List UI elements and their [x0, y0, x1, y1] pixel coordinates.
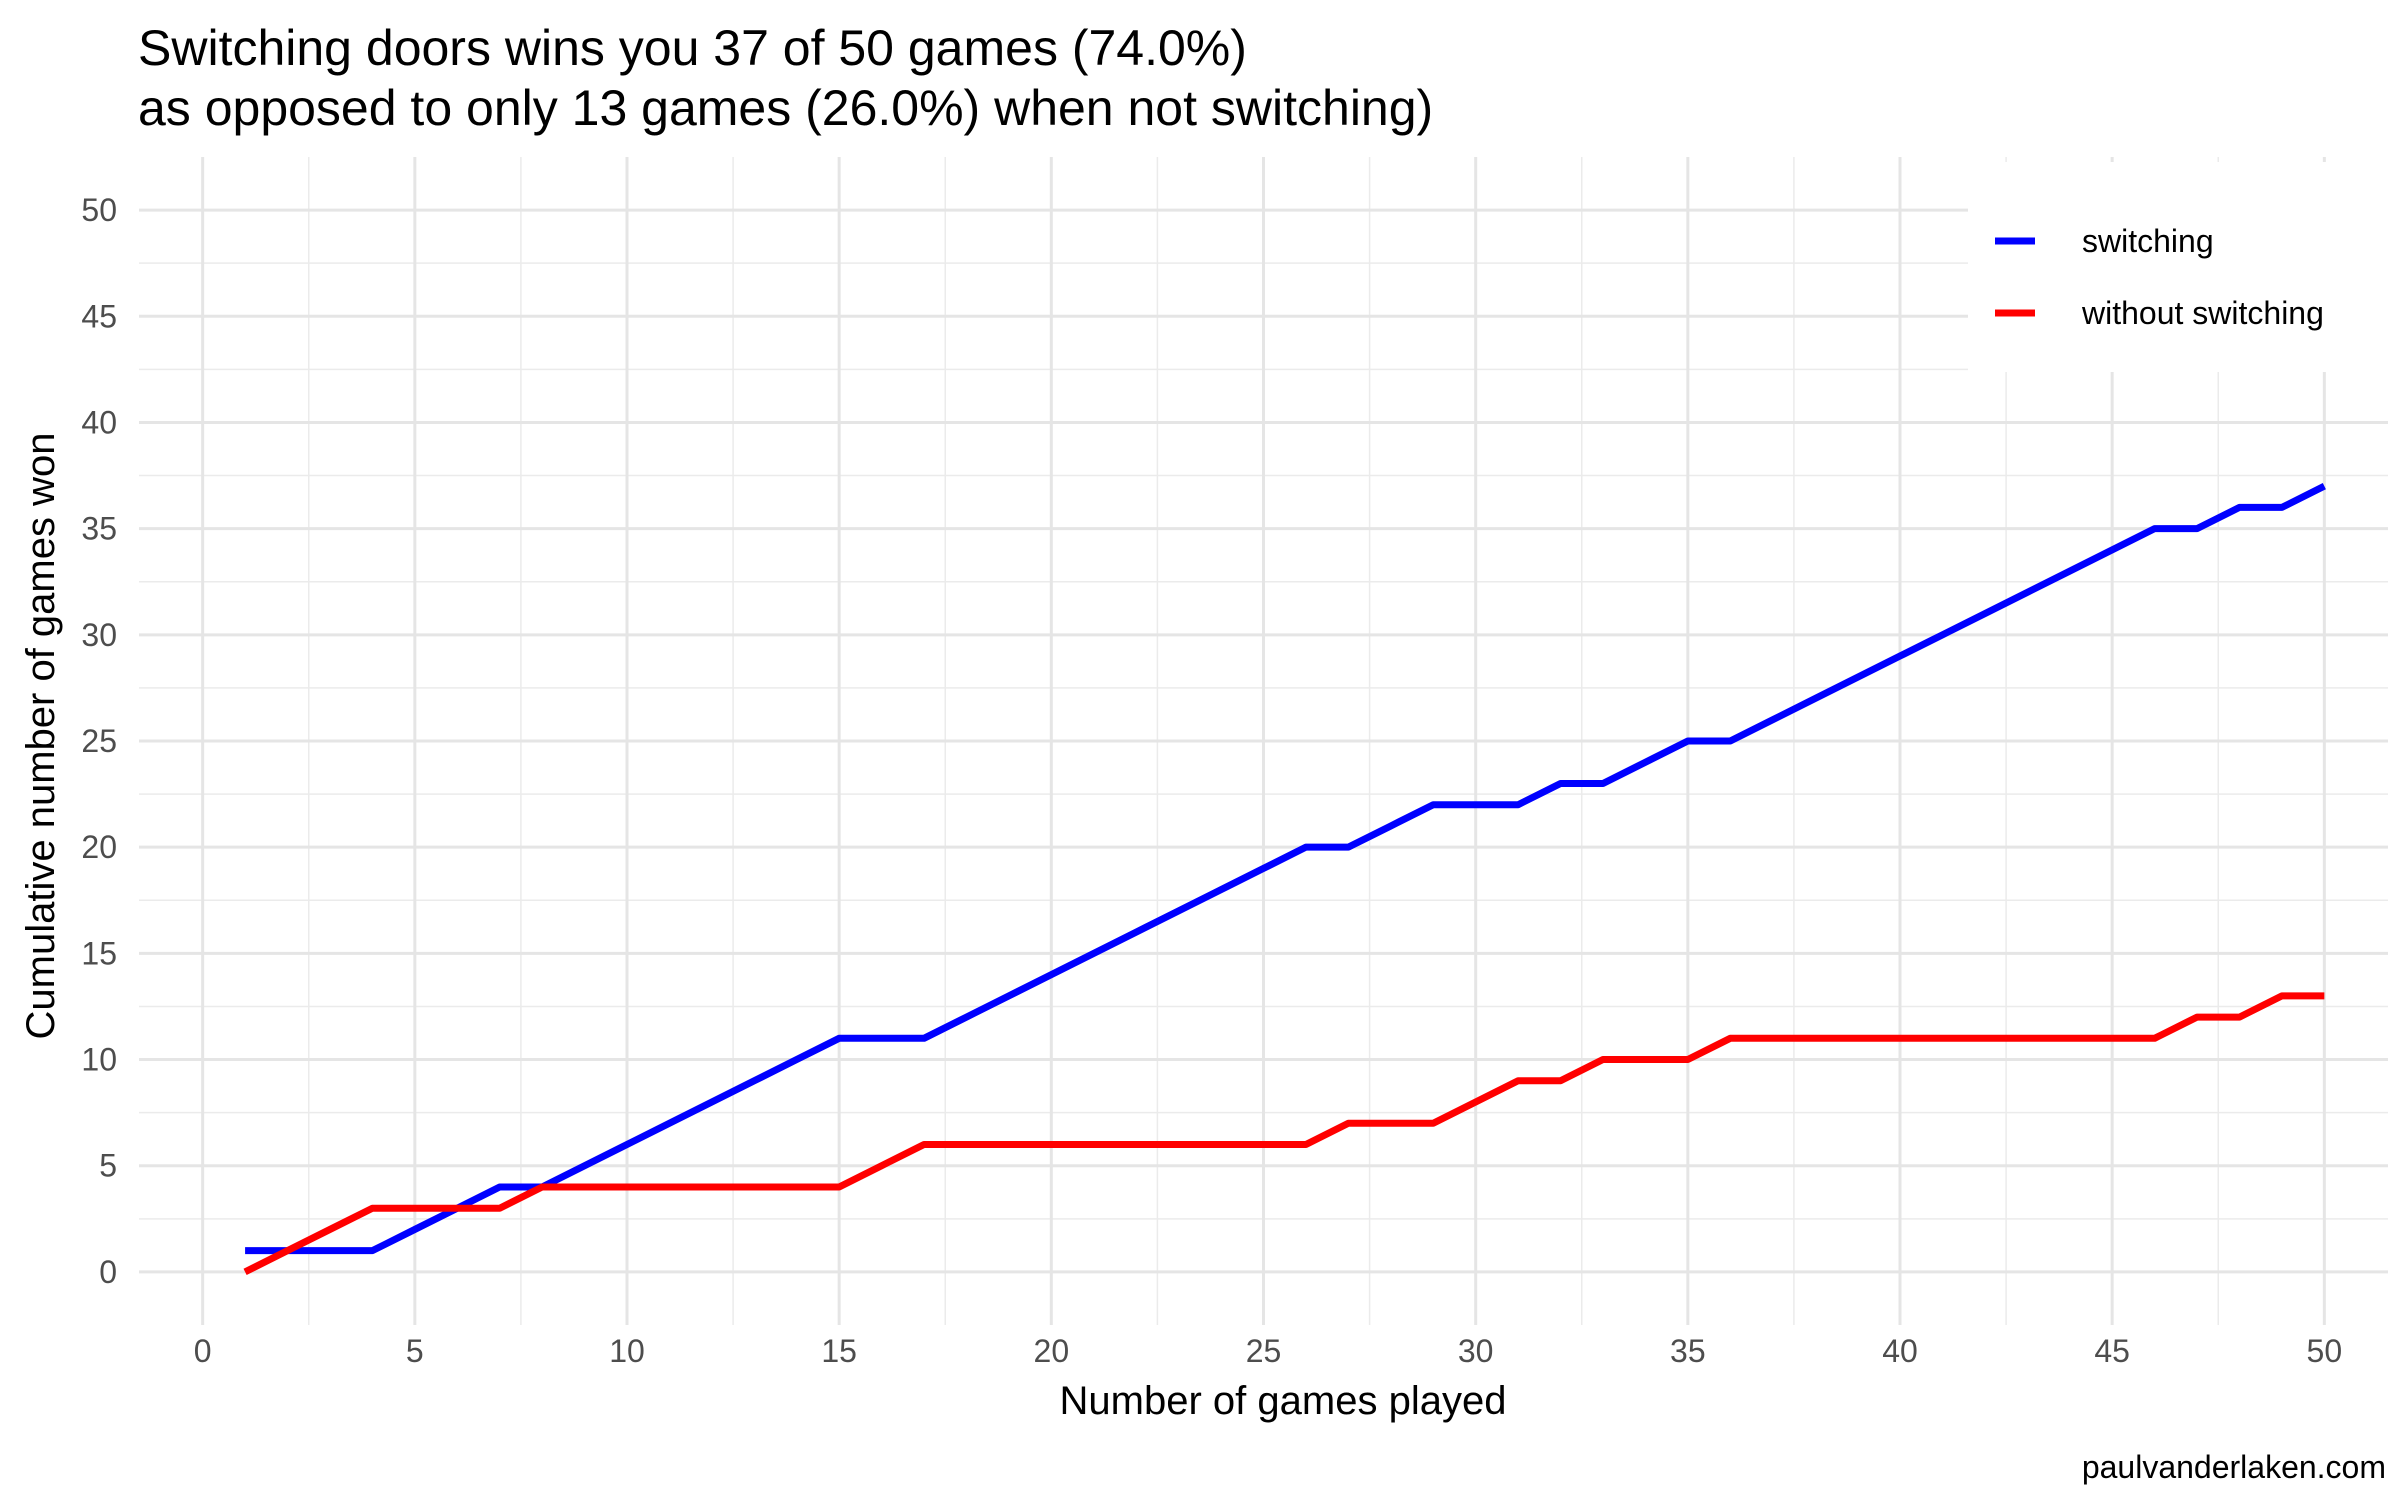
x-tick-label: 25: [1246, 1333, 1282, 1369]
x-tick-label: 10: [609, 1333, 645, 1369]
x-tick-label: 50: [2307, 1333, 2343, 1369]
x-tick-label: 35: [1670, 1333, 1706, 1369]
x-tick-label: 30: [1458, 1333, 1494, 1369]
y-tick-label: 10: [81, 1042, 117, 1078]
legend-label-switching: switching: [2082, 223, 2214, 259]
chart-title-line-2: as opposed to only 13 games (26.0%) when…: [138, 80, 1434, 136]
x-axis-ticks: 0 5 10 15 20 25 30 35 40 45 50: [194, 1333, 2342, 1369]
y-axis-ticks: 0 5 10 15 20 25 30 35 40 45 50: [81, 192, 117, 1290]
x-tick-label: 40: [1882, 1333, 1918, 1369]
source-caption: paulvanderlaken.com: [2081, 1449, 2386, 1485]
y-tick-label: 35: [81, 511, 117, 547]
chart-title-line-1: Switching doors wins you 37 of 50 games …: [138, 20, 1247, 76]
y-tick-label: 30: [81, 617, 117, 653]
x-tick-label: 20: [1034, 1333, 1070, 1369]
y-tick-label: 5: [99, 1148, 117, 1184]
legend-label-without-switching: without switching: [2081, 295, 2324, 331]
x-tick-label: 45: [2094, 1333, 2130, 1369]
x-axis-label: Number of games played: [1060, 1379, 1507, 1423]
y-tick-label: 20: [81, 829, 117, 865]
x-tick-label: 15: [821, 1333, 857, 1369]
y-tick-label: 40: [81, 404, 117, 440]
series-lines: [243, 483, 2326, 1276]
x-tick-label: 5: [406, 1333, 424, 1369]
series-line-switching: [245, 483, 2326, 1255]
y-axis-label: Cumulative number of games won: [19, 433, 63, 1040]
y-tick-label: 15: [81, 935, 117, 971]
y-tick-label: 0: [99, 1254, 117, 1290]
y-tick-label: 45: [81, 298, 117, 334]
y-tick-label: 50: [81, 192, 117, 228]
y-tick-label: 25: [81, 723, 117, 759]
series-line-without-switching: [243, 992, 2325, 1276]
chart-title: Switching doors wins you 37 of 50 games …: [138, 18, 1433, 138]
x-tick-label: 0: [194, 1333, 212, 1369]
legend: switching without switching: [1968, 162, 2400, 372]
